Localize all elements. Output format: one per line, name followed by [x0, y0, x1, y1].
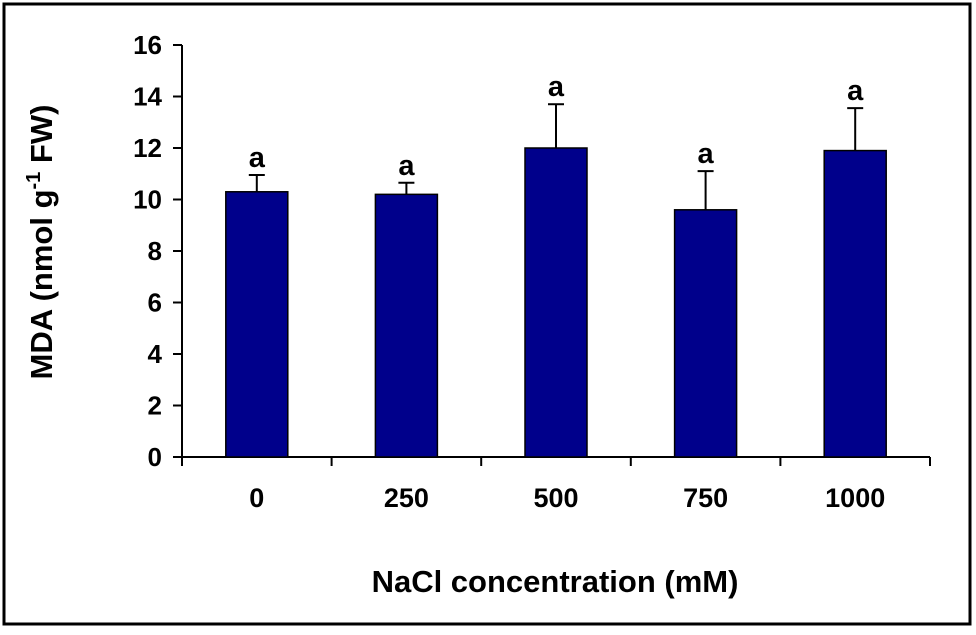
y-axis-title-tail: FW) — [24, 105, 59, 172]
y-tick-label: 14 — [133, 82, 162, 112]
axes — [173, 44, 931, 466]
bar — [225, 191, 289, 458]
bars — [225, 147, 887, 458]
y-tick-label: 12 — [133, 133, 162, 163]
bar — [374, 193, 439, 458]
x-tick-labels: 0 250 500 750 1000 — [249, 483, 885, 513]
y-tick-label: 2 — [148, 391, 162, 421]
x-tick-label: 250 — [384, 483, 429, 513]
x-tick-label: 500 — [533, 483, 578, 513]
y-tick-label: 10 — [133, 185, 162, 215]
bar — [524, 147, 588, 458]
y-tick-label: 0 — [148, 442, 162, 472]
x-tick-label: 1000 — [825, 483, 885, 513]
x-tick-label: 0 — [249, 483, 264, 513]
y-tick-labels: 0 2 4 6 8 10 12 14 16 — [133, 30, 162, 472]
x-axis-title: NaCl concentration (mM) — [372, 564, 739, 599]
y-axis-title-main: MDA (nmol g — [24, 189, 59, 379]
y-axis-title: MDA (nmol g-1 FW) — [23, 105, 59, 380]
significance-label: a — [847, 75, 864, 107]
significance-labels: a a a a a — [249, 71, 864, 182]
y-tick-label: 6 — [148, 288, 162, 318]
error-bars — [248, 103, 864, 210]
y-axis-title-superscript: -1 — [23, 172, 45, 190]
bar — [823, 149, 887, 458]
significance-label: a — [698, 138, 715, 170]
significance-label: a — [249, 142, 266, 174]
significance-label: a — [548, 71, 565, 103]
significance-label: a — [398, 150, 415, 182]
y-tick-label: 8 — [148, 236, 162, 266]
x-tick-label: 750 — [683, 483, 728, 513]
frame-border — [2, 2, 972, 626]
bar — [673, 209, 738, 458]
y-tick-label: 4 — [148, 339, 163, 369]
y-tick-label: 16 — [133, 30, 162, 60]
